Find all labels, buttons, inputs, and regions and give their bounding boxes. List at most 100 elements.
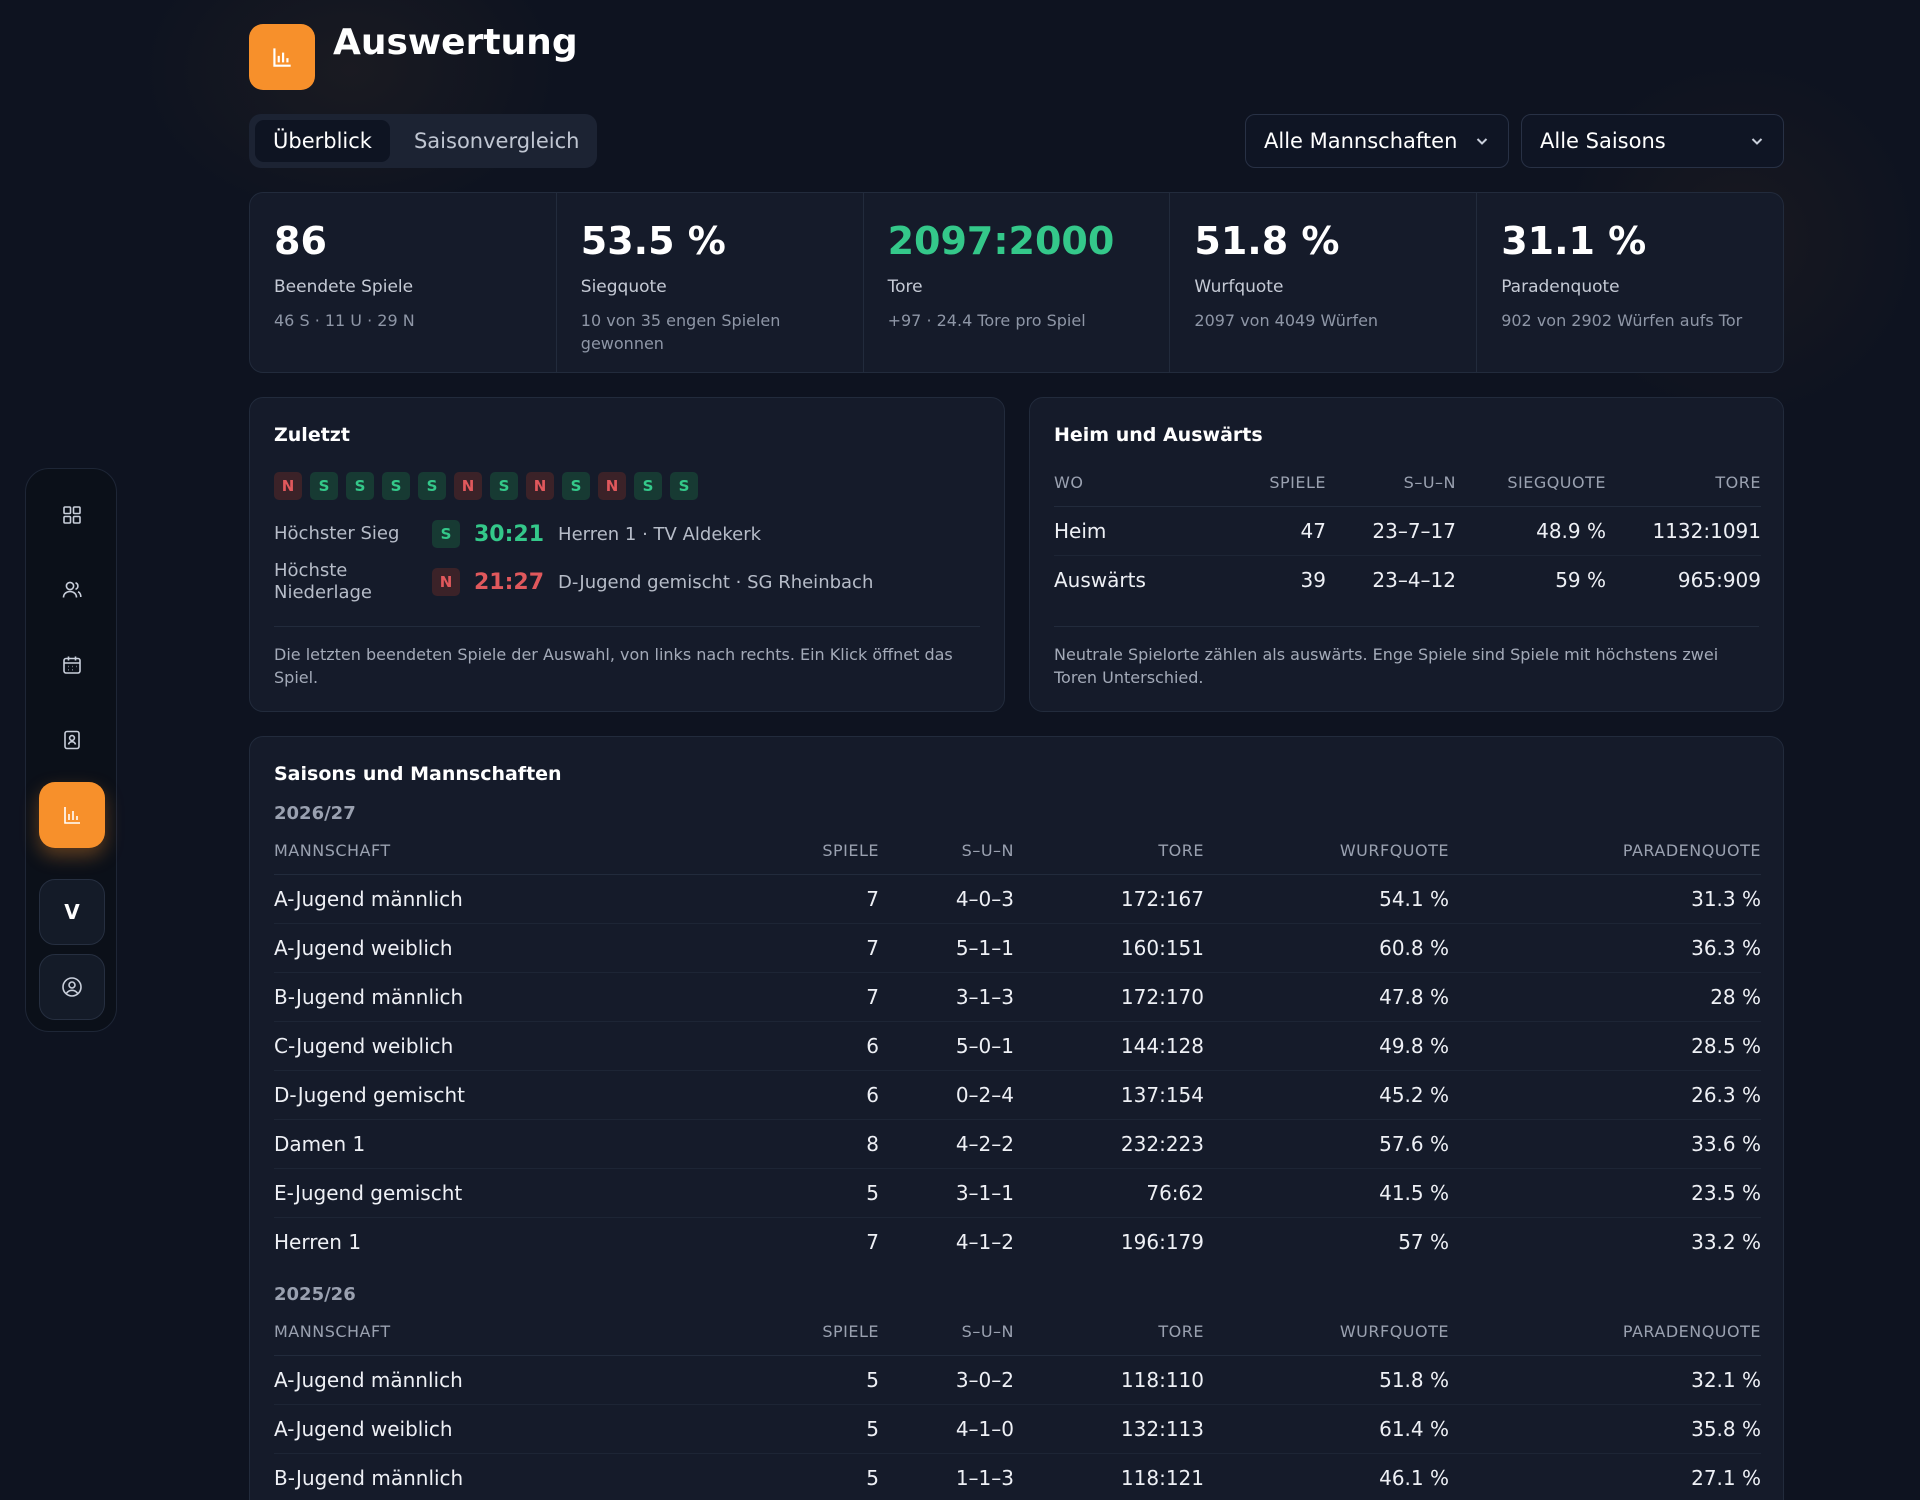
highest-loss-label: Höchste Niederlage [274,560,372,603]
form-result-badge[interactable]: S [670,472,698,500]
season-groups: 2026/27 MANNSCHAFT SPIELE S–U–N TORE WURFQUOT… [274,803,1761,1500]
cell-goals: 132:113 [1014,1404,1204,1454]
form-result-badge[interactable]: N [598,472,626,500]
stat-value: 51.8 % [1194,219,1340,263]
stat-subtext: +97 · 24.4 Tore pro Spiel [887,311,1086,330]
grid-icon [63,506,81,524]
sidebar-item-calendar[interactable] [39,632,105,698]
highest-loss-score[interactable]: 21:27 [474,569,545,595]
recent-footnote: Die letzten beendeten Spiele der Auswahl… [274,626,980,689]
column-header: S–U–N [879,828,1014,875]
sidebar-item-statistics[interactable] [39,782,105,848]
cell-team: A-Jugend weiblich [274,1404,734,1454]
table-row[interactable]: B-Jugend männlich 7 3–1–3 172:170 47.8 % 28 % [274,972,1761,1022]
cell-games: 6 [734,1070,879,1120]
cell-shot-rate: 49.8 % [1204,1021,1449,1071]
sidebar-item-contacts[interactable] [39,707,105,773]
cell-games: 7 [734,874,879,924]
column-header: S–U–N [879,1309,1014,1356]
cell-team: C-Jugend weiblich [274,1021,734,1071]
table-row[interactable]: C-Jugend weiblich 6 5–0–1 144:128 49.8 % 28.5… [274,1021,1761,1071]
form-result-badge[interactable]: N [274,472,302,500]
card-title: Heim und Auswärts [1054,424,1263,446]
cell-location: Heim [1054,506,1224,556]
table-row[interactable]: Herren 1 7 4–1–2 196:179 57 % 33.2 % [274,1217,1761,1266]
column-header: TORE [1014,828,1204,875]
cell-save-rate: 28 % [1449,972,1761,1022]
cell-goals: 1132:1091 [1606,506,1761,556]
form-result-badge[interactable]: S [490,472,518,500]
season-group: 2025/26 MANNSCHAFT SPIELE S–U–N TORE WURFQUOT… [274,1284,1761,1500]
highest-win-desc[interactable]: Herren 1 · TV Aldekerk [558,523,762,545]
cell-goals: 196:179 [1120,1229,1204,1254]
form-result-badge[interactable]: S [382,472,410,500]
users-icon [62,581,82,598]
highest-loss-desc[interactable]: D-Jugend gemischt · SG Rheinbach [558,571,874,593]
cell-shot-rate: 61.4 % [1204,1404,1449,1454]
cell-win-rate: 48.9 % [1456,506,1606,556]
season-filter-select[interactable]: Alle Saisons [1521,114,1784,168]
bar-chart-icon [64,807,80,824]
stat-win-rate: 53.5 % Siegquote 10 von 35 engen Spielen… [557,193,864,372]
stat-subtext: 46 S · 11 U · 29 N [274,311,415,330]
user-circle-icon [62,977,82,997]
sidebar-item-players[interactable] [39,557,105,623]
cell-record: 5–1–1 [879,923,1014,973]
cell-games: 5 [734,1355,879,1405]
form-result-badge[interactable]: S [310,472,338,500]
table-row[interactable]: A-Jugend männlich 5 3–0–2 118:110 51.8 % 32.1… [274,1355,1761,1405]
stat-shot-rate: 51.8 % Wurfquote 2097 von 4049 Würfen [1170,193,1478,372]
form-result-badge[interactable]: N [526,472,554,500]
tab-season-comparison[interactable]: Saisonvergleich [413,129,580,153]
highest-win-score[interactable]: 30:21 [474,521,545,547]
cell-games: 39 [1300,567,1326,592]
column-header: PARADENQUOTE [1449,828,1761,875]
tab-overview[interactable]: Überblick [255,120,390,162]
form-result-badge[interactable]: N [454,472,482,500]
stat-subtext: 2097 von 4049 Würfen [1194,311,1379,330]
form-result-badge[interactable]: S [418,472,446,500]
table-row: Heim 47 23–7–17 48.9 % 1132:1091 [1054,506,1761,556]
stat-value: 31.1 % [1501,219,1647,263]
contact-book-icon [64,730,80,750]
stat-value: 2097:2000 [887,219,1115,263]
column-header: SPIELE [1224,460,1326,507]
cell-save-rate: 33.2 % [1691,1229,1761,1254]
season-filter-value: Alle Saisons [1540,129,1666,153]
table-row[interactable]: E-Jugend gemischt 5 3–1–1 76:62 41.5 % 23.5 % [274,1168,1761,1218]
cell-goals: 144:128 [1014,1021,1204,1071]
cell-team: A-Jugend männlich [274,874,734,924]
club-switch-button[interactable]: V [39,879,105,945]
table-row[interactable]: B-Jugend männlich 5 1–1–3 118:121 46.1 % 27.1… [274,1453,1761,1500]
page-logo [249,24,315,90]
form-result-badge[interactable]: S [634,472,662,500]
table-row[interactable]: A-Jugend weiblich 7 5–1–1 160:151 60.8 % 36.3… [274,923,1761,973]
sidebar-item-dashboard[interactable] [39,482,105,548]
table-row[interactable]: A-Jugend weiblich 5 4–1–0 132:113 61.4 % 35.8… [274,1404,1761,1454]
column-header: MANNSCHAFT [274,828,734,875]
home-away-table: WO SPIELE S–U–N SIEGQUOTE TORE Heim 47 2… [1054,460,1761,604]
season-heading: 2025/26 [274,1284,356,1305]
column-header: S–U–N [1326,460,1456,507]
cell-save-rate: 32.1 % [1449,1355,1761,1405]
team-filter-select[interactable]: Alle Mannschaften [1245,114,1509,168]
cell-save-rate: 35.8 % [1449,1404,1761,1454]
form-result-badge[interactable]: S [346,472,374,500]
form-result-badge[interactable]: S [562,472,590,500]
column-header: SIEGQUOTE [1456,460,1606,507]
stats-bar: 86 Beendete Spiele 46 S · 11 U · 29 N 53… [249,192,1784,373]
cell-team: A-Jugend weiblich [274,923,734,973]
table-row[interactable]: Damen 1 8 4–2–2 232:223 57.6 % 33.6 % [274,1119,1761,1169]
season-table: MANNSCHAFT SPIELE S–U–N TORE WURFQUOTE PARADE… [274,1309,1761,1500]
cell-shot-rate: 54.1 % [1204,874,1449,924]
home-away-footnote: Neutrale Spielorte zählen als auswärts. … [1054,626,1759,689]
profile-button[interactable] [39,954,105,1020]
cell-record: 4–0–3 [879,874,1014,924]
stat-games: 86 Beendete Spiele 46 S · 11 U · 29 N [250,193,557,372]
cell-goals: 160:151 [1014,923,1204,973]
table-row[interactable]: D-Jugend gemischt 6 0–2–4 137:154 45.2 % 26.3… [274,1070,1761,1120]
table-row[interactable]: A-Jugend männlich 7 4–0–3 172:167 54.1 % 31.3… [274,874,1761,924]
column-header: WURFQUOTE [1204,828,1449,875]
